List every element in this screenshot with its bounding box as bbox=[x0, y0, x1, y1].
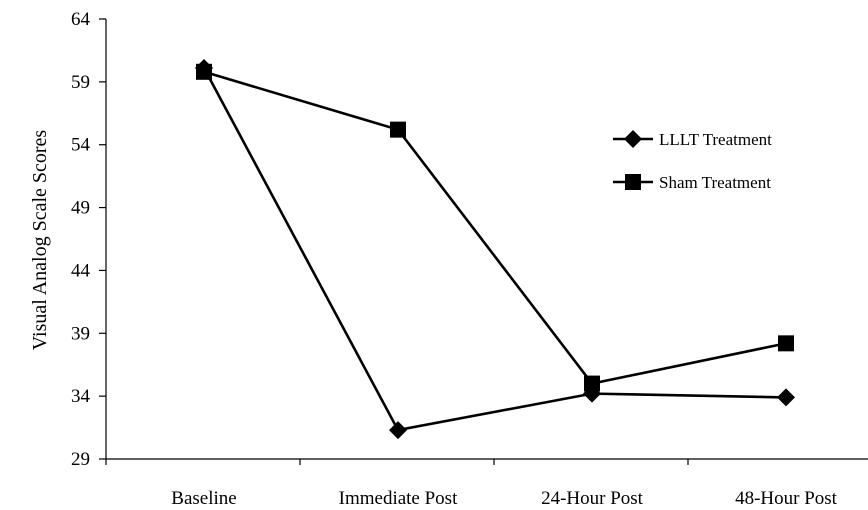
series-layer bbox=[195, 59, 795, 440]
series-line bbox=[203, 70, 787, 386]
y-tick-label: 44 bbox=[71, 260, 91, 281]
x-tick-label: 24-Hour Post bbox=[541, 488, 644, 509]
data-point-square bbox=[778, 335, 794, 352]
y-tick-label: 49 bbox=[71, 198, 90, 219]
legend-item: LLLT Treatment bbox=[613, 130, 772, 149]
data-point-square bbox=[584, 375, 600, 392]
x-tick-label: Immediate Post bbox=[339, 488, 458, 509]
x-tick-label: Baseline bbox=[171, 488, 236, 509]
axes bbox=[105, 19, 868, 460]
y-axis-title: Visual Analog Scale Scores bbox=[29, 130, 51, 351]
legend-marker-diamond bbox=[624, 130, 642, 148]
legend: LLLT Treatment Sham Treatment bbox=[613, 130, 772, 192]
series-line bbox=[202, 67, 787, 432]
series-1 bbox=[195, 59, 795, 440]
data-point-diamond bbox=[777, 388, 795, 407]
y-tick-label: 59 bbox=[71, 72, 90, 93]
series-2 bbox=[196, 63, 794, 392]
x-ticks: Baseline Immediate Post 24-Hour Post 48-Hou… bbox=[105, 459, 838, 509]
data-point-square bbox=[196, 63, 212, 80]
y-tick-label: 39 bbox=[71, 323, 90, 344]
y-tick-label: 54 bbox=[71, 135, 91, 156]
legend-label: Sham Treatment bbox=[659, 173, 771, 192]
legend-marker-square bbox=[625, 174, 641, 190]
y-tick-label: 29 bbox=[71, 449, 90, 470]
data-point-square bbox=[390, 121, 406, 138]
y-tick-label: 34 bbox=[71, 386, 91, 407]
legend-item: Sham Treatment bbox=[613, 173, 771, 192]
y-ticks: 29 34 39 44 49 54 59 64 bbox=[71, 9, 106, 470]
data-point-diamond bbox=[389, 421, 407, 440]
x-tick-label: 48-Hour Post bbox=[735, 488, 838, 509]
y-tick-label: 64 bbox=[71, 9, 91, 30]
legend-label: LLLT Treatment bbox=[659, 130, 772, 149]
